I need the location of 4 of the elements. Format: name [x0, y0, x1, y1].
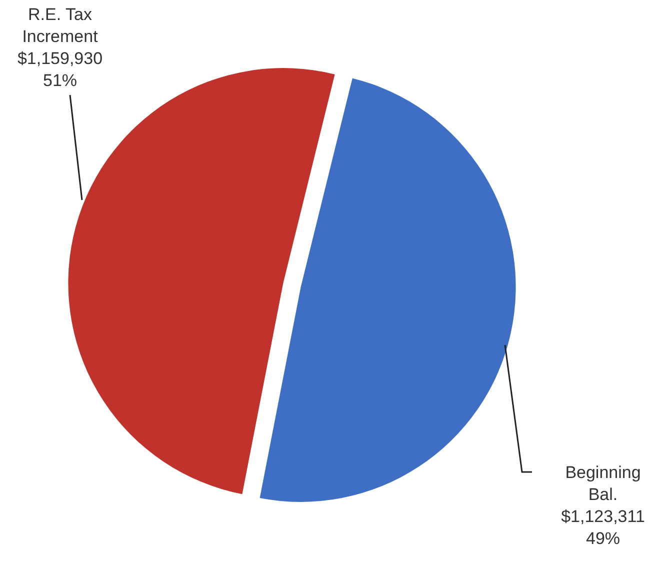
data-label: $1,159,930 51%	[17, 49, 103, 90]
slice-label: R.E. Tax Increment	[22, 5, 98, 46]
data-label: $1,123,311 49%	[561, 507, 645, 548]
slice-label: Beginning Bal.	[565, 463, 641, 504]
